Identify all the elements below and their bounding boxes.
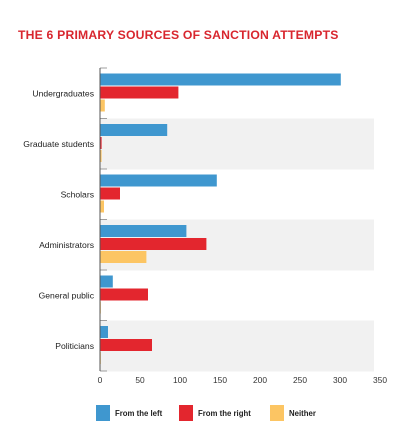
- bar-undergraduates-neither: [100, 99, 105, 112]
- category-label: Politicians: [55, 341, 94, 351]
- bar-politicians-from-the-left: [100, 326, 108, 338]
- bar-politicians-from-the-right: [100, 339, 152, 351]
- chart-title: THE 6 PRIMARY SOURCES OF SANCTION ATTEMP…: [18, 28, 339, 42]
- x-tick-label: 350: [373, 375, 387, 385]
- bar-scholars-neither: [100, 200, 104, 213]
- bar-undergraduates-from-the-left: [100, 73, 341, 86]
- x-tick-label: 300: [333, 375, 347, 385]
- x-tick-label: 100: [173, 375, 187, 385]
- legend-label-from-the-left: From the left: [115, 409, 163, 418]
- bar-administrators-from-the-right: [100, 238, 207, 250]
- bar-scholars-from-the-right: [100, 187, 120, 200]
- legend-swatch-neither: [270, 405, 284, 421]
- category-label: Scholars: [61, 190, 94, 200]
- legend-label-from-the-right: From the right: [198, 409, 251, 418]
- x-tick-label: 0: [98, 375, 103, 385]
- bar-administrators-from-the-left: [100, 225, 187, 237]
- legend-swatch-from-the-right: [179, 405, 193, 421]
- bar-undergraduates-from-the-right: [100, 86, 179, 99]
- category-label: Graduate students: [23, 139, 94, 149]
- bar-graduate-students-from-the-right: [100, 137, 102, 149]
- legend-swatch-from-the-left: [96, 405, 110, 421]
- x-tick-label: 200: [253, 375, 267, 385]
- category-label: Undergraduates: [32, 89, 94, 99]
- bar-administrators-neither: [100, 251, 147, 263]
- legend-label-neither: Neither: [289, 409, 316, 418]
- category-label: General public: [39, 291, 95, 301]
- bar-graduate-students-neither: [100, 150, 102, 162]
- x-tick-label: 150: [213, 375, 227, 385]
- x-tick-label: 50: [135, 375, 145, 385]
- category-label: Administrators: [39, 240, 94, 250]
- bar-graduate-students-from-the-left: [100, 124, 168, 136]
- bar-general-public-from-the-right: [100, 288, 148, 301]
- bar-scholars-from-the-left: [100, 174, 217, 187]
- x-tick-label: 250: [293, 375, 307, 385]
- bar-general-public-from-the-left: [100, 275, 113, 288]
